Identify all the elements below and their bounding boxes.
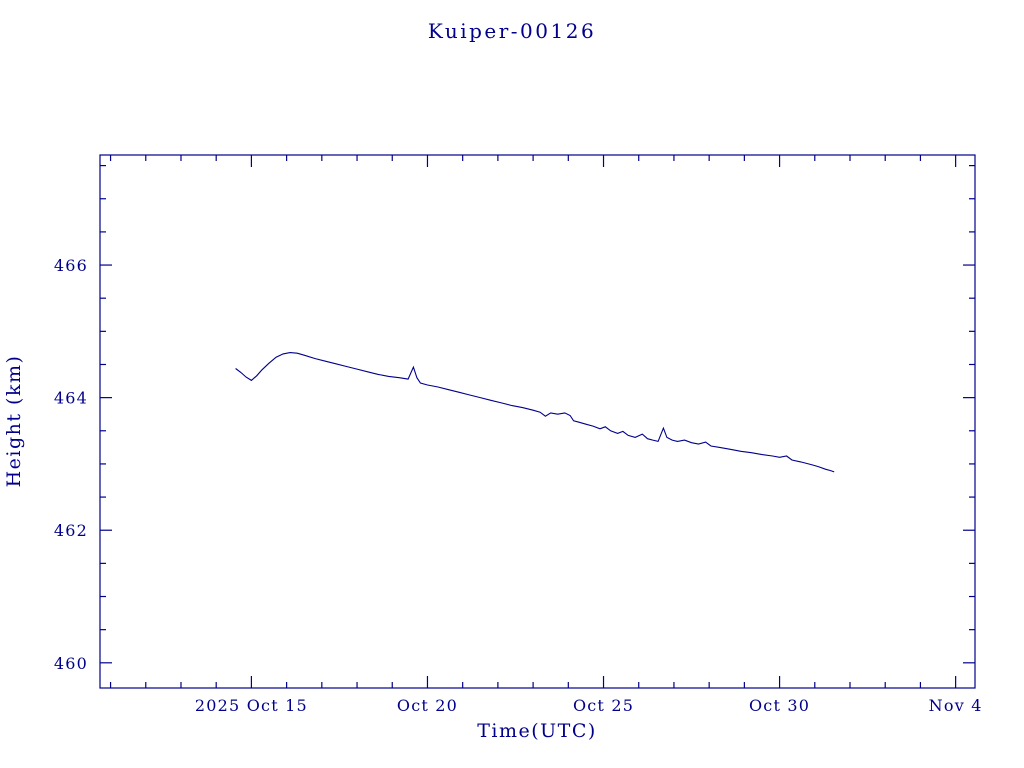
svg-text:Oct 20: Oct 20 (397, 696, 458, 715)
chart-title: Kuiper-00126 (428, 19, 596, 43)
svg-text:2025 Oct 15: 2025 Oct 15 (195, 696, 308, 715)
x-axis-label: Time(UTC) (477, 720, 597, 742)
svg-text:Oct 25: Oct 25 (573, 696, 634, 715)
plot-border (99, 154, 976, 689)
svg-text:Nov 4: Nov 4 (929, 696, 983, 715)
axis-ticks (100, 155, 975, 688)
svg-text:464: 464 (54, 389, 88, 408)
svg-text:Oct 30: Oct 30 (749, 696, 810, 715)
height-data-line (235, 352, 835, 473)
svg-text:462: 462 (54, 521, 88, 540)
tick-labels: 2025 Oct 15 Oct 20 Oct 25 Oct 30 Nov 4 460 462… (54, 256, 983, 715)
y-axis-label: Height (km) (3, 355, 25, 488)
svg-text:460: 460 (54, 654, 88, 673)
svg-text:466: 466 (54, 256, 88, 275)
